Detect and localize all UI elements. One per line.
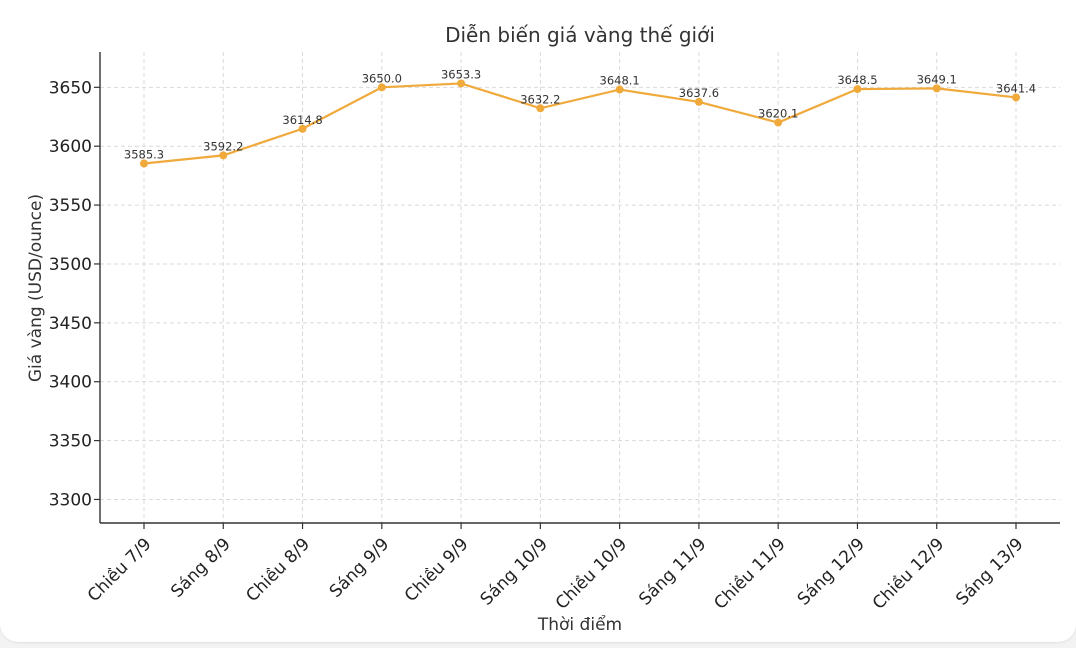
x-tick-label: Chiều 11/9 (710, 534, 790, 614)
data-point (774, 118, 783, 127)
data-label: 3648.5 (837, 73, 877, 87)
y-tick-label: 3350 (49, 432, 92, 452)
data-point (932, 84, 941, 93)
data-point (457, 79, 466, 88)
data-label: 3620.1 (758, 107, 798, 121)
x-tick-label: Sáng 9/9 (326, 534, 394, 602)
x-tick-label: Sáng 13/9 (952, 534, 1027, 609)
chart-title: Diễn biến giá vàng thế giới (445, 23, 715, 47)
data-point (298, 124, 307, 133)
y-tick-label: 3400 (49, 373, 92, 393)
data-label: 3632.2 (520, 92, 560, 106)
data-label: 3653.3 (441, 67, 481, 81)
data-label: 3648.1 (600, 74, 640, 88)
data-point (536, 104, 545, 113)
x-axis-label: Thời điểm (537, 614, 622, 635)
data-label: 3649.1 (917, 72, 957, 86)
data-label: 3592.2 (203, 139, 243, 153)
data-label: 3637.6 (679, 86, 719, 100)
series-line-group (140, 79, 1020, 168)
y-axis-label: Giá vàng (USD/ounce) (26, 194, 46, 382)
axes (99, 52, 1060, 524)
x-tick-label: Chiều 8/9 (242, 534, 314, 606)
data-point (1012, 93, 1020, 102)
x-tick-label: Chiều 10/9 (551, 534, 631, 614)
data-point (694, 97, 703, 106)
x-tick-label: Sáng 8/9 (167, 534, 235, 602)
y-tick-label: 3450 (49, 314, 92, 334)
x-tick-label: Sáng 11/9 (635, 534, 710, 609)
data-point (140, 159, 148, 168)
data-label: 3585.3 (124, 148, 164, 162)
x-tick-label: Chiều 7/9 (83, 534, 155, 606)
series-line (143, 82, 1017, 165)
x-tick-label: Sáng 12/9 (794, 534, 869, 609)
x-tick-label: Sáng 10/9 (477, 534, 552, 609)
data-label: 3650.0 (362, 71, 402, 85)
x-axis-ticks: Chiều 7/9 Sáng 8/9 Chiều 8/9 Sáng 9/9 Chiều … (83, 523, 1028, 614)
y-tick-label: 3300 (49, 490, 92, 510)
data-point (377, 83, 386, 92)
y-tick-label: 3550 (49, 196, 92, 216)
data-point (615, 85, 624, 94)
x-tick-label: Chiều 12/9 (868, 534, 948, 614)
data-label: 3614.8 (282, 113, 322, 127)
y-tick-label: 3650 (49, 78, 92, 98)
grid (100, 52, 1060, 523)
data-labels: 3585.3 3592.2 3614.8 3650.0 3653.3 3632.2 3648… (124, 67, 1036, 161)
y-axis-ticks: 3300 3350 3400 3450 3500 3550 3600 3650 (49, 78, 100, 510)
data-point (853, 85, 862, 94)
data-point (219, 151, 228, 160)
data-label: 3641.4 (996, 81, 1036, 95)
y-tick-label: 3600 (49, 137, 92, 157)
y-tick-label: 3500 (49, 255, 92, 275)
x-tick-label: Chiều 9/9 (400, 534, 472, 606)
